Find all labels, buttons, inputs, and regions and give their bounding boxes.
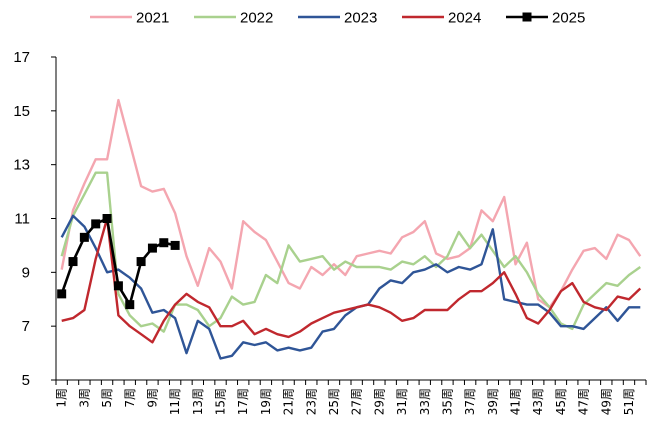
x-tick-label: 19周 — [259, 388, 273, 415]
x-tick-label: 11周 — [168, 388, 182, 415]
y-tick-label: 13 — [13, 157, 30, 174]
x-tick-label: 39周 — [486, 388, 500, 415]
data-point-2025 — [68, 257, 78, 267]
x-tick-label: 29周 — [372, 388, 386, 415]
x-tick-label: 49周 — [599, 388, 613, 415]
data-point-2025 — [57, 289, 67, 299]
x-tick-label: 33周 — [418, 388, 432, 415]
x-tick-label: 7周 — [123, 388, 137, 408]
legend-label-2022: 2022 — [240, 10, 273, 27]
x-tick-label: 5周 — [100, 388, 114, 408]
x-tick-label: 23周 — [304, 388, 318, 415]
legend-marker-2025 — [522, 12, 532, 22]
chart-legend: 2021 2022 2023 2024 2025 — [90, 10, 585, 27]
x-tick-label: 1周 — [55, 388, 69, 408]
x-tick-label: 15周 — [214, 388, 228, 415]
legend-label-2021: 2021 — [136, 10, 169, 27]
x-tick-label: 3周 — [77, 388, 91, 408]
x-tick-label: 9周 — [145, 388, 159, 408]
data-point-2025 — [79, 232, 89, 242]
series-layer — [57, 98, 642, 360]
x-tick-label: 35周 — [440, 388, 454, 415]
data-point-2025 — [102, 214, 112, 223]
x-tick-label: 51周 — [622, 388, 636, 415]
series-line-2021 — [60, 98, 642, 309]
legend-label-2023: 2023 — [344, 10, 377, 27]
x-tick-label: 27周 — [350, 388, 364, 415]
x-tick-label: 21周 — [282, 388, 296, 415]
y-tick-label: 15 — [13, 103, 30, 120]
data-point-2025 — [125, 300, 135, 310]
data-point-2025 — [170, 240, 180, 250]
x-tick-label: 13周 — [191, 388, 205, 415]
x-tick-label: 41周 — [509, 388, 523, 415]
x-tick-label: 25周 — [327, 388, 341, 415]
data-point-2025 — [113, 281, 123, 291]
x-tick-label: 43周 — [531, 388, 545, 415]
series-line-2024 — [61, 217, 642, 344]
y-tick-label: 11 — [14, 211, 30, 228]
x-tick-label: 45周 — [554, 388, 568, 415]
x-tick-label: 17周 — [236, 388, 250, 415]
x-tick-label: 37周 — [463, 388, 477, 415]
x-axis: 1周 3周 5周 7周 9周 11周 13周 15周 17周 19周 21周 23周 25周 27周 29周… — [55, 379, 647, 415]
y-tick-label: 9 — [22, 264, 30, 281]
y-tick-label: 5 — [22, 372, 30, 389]
series-line-2023 — [60, 214, 641, 360]
series-line-2022 — [60, 171, 641, 333]
data-point-2025 — [136, 257, 146, 267]
legend-label-2024: 2024 — [448, 10, 481, 27]
y-tick-label: 7 — [22, 318, 30, 335]
x-tick-label: 47周 — [577, 388, 591, 415]
data-point-2025 — [159, 238, 169, 248]
y-tick-label: 17 — [13, 49, 30, 66]
legend-label-2025: 2025 — [552, 10, 585, 27]
x-tick-label: 31周 — [395, 388, 409, 415]
data-point-2025 — [91, 219, 101, 229]
data-point-2025 — [147, 243, 157, 253]
y-axis: 5 7 9 11 13 15 17 — [13, 49, 57, 389]
